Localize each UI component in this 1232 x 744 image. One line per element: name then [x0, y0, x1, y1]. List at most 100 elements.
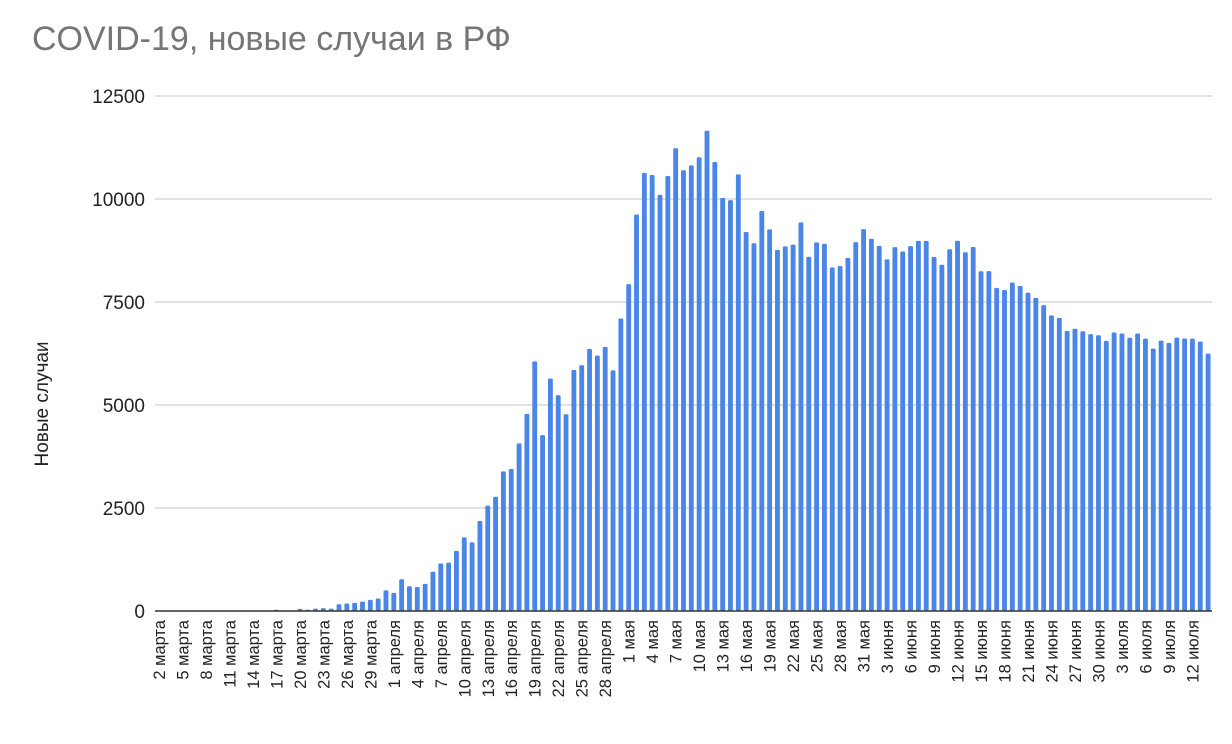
bar — [978, 271, 984, 611]
x-tick-label: 8 марта — [198, 619, 216, 679]
y-tick-label: 2500 — [103, 499, 145, 520]
bar — [1119, 333, 1125, 611]
bar — [477, 520, 483, 611]
x-tick-label: 3 июля — [1114, 620, 1132, 674]
bar — [782, 246, 788, 612]
bar — [383, 590, 389, 611]
bar — [931, 256, 937, 611]
bar — [399, 579, 405, 611]
x-tick-label: 9 июня — [926, 620, 944, 673]
bar — [712, 161, 718, 611]
bar — [1158, 340, 1164, 611]
bar — [1150, 348, 1156, 611]
bar — [524, 413, 530, 611]
x-tick-label: 20 марта — [292, 619, 310, 689]
bar — [853, 242, 859, 611]
x-tick-label: 16 апреля — [503, 620, 521, 697]
bar — [861, 229, 866, 611]
bar — [1017, 285, 1023, 611]
bar — [430, 571, 436, 611]
chart-title: COVID-19, новые случаи в РФ — [32, 20, 511, 58]
bar — [414, 587, 420, 611]
bar — [1197, 341, 1203, 611]
x-tick-label: 9 июля — [1161, 620, 1179, 674]
bar — [915, 240, 921, 611]
bar — [469, 542, 475, 611]
x-tick-label: 17 марта — [268, 619, 286, 689]
bar — [939, 264, 945, 611]
bar — [532, 361, 538, 611]
bar — [438, 563, 444, 611]
x-tick-label: 10 апреля — [456, 620, 474, 697]
bar — [500, 471, 506, 611]
x-tick-label: 14 марта — [245, 619, 263, 689]
bar — [547, 378, 553, 611]
y-axis-ticks: 0 2500 5000 7500 10000 12500 — [92, 87, 145, 623]
bar — [673, 148, 679, 611]
x-tick-label: 5 марта — [174, 619, 192, 679]
bar — [1056, 317, 1062, 611]
bar — [641, 172, 647, 612]
bar — [1182, 338, 1188, 611]
bar — [1033, 297, 1039, 611]
bar — [626, 284, 632, 611]
x-tick-label: 18 июня — [997, 620, 1015, 683]
x-tick-label: 28 мая — [832, 620, 850, 672]
x-tick-label: 3 июня — [879, 620, 897, 673]
x-tick-label: 22 мая — [785, 620, 803, 672]
bar — [1103, 340, 1109, 611]
bar — [407, 586, 412, 611]
bar — [798, 222, 804, 611]
bar — [1041, 305, 1047, 611]
bar — [352, 602, 358, 611]
bar — [908, 246, 913, 612]
bar — [735, 174, 741, 612]
bar — [1166, 342, 1172, 611]
bar — [336, 604, 342, 611]
bar — [822, 243, 827, 611]
bar — [446, 562, 452, 611]
bar — [665, 175, 671, 611]
bar — [1135, 333, 1141, 611]
x-tick-label: 28 апреля — [597, 620, 615, 697]
bar — [508, 468, 514, 611]
x-tick-label: 2 марта — [151, 619, 169, 679]
x-tick-label: 7 апреля — [433, 620, 451, 688]
x-tick-label: 21 июня — [1020, 620, 1038, 683]
x-tick-label: 19 апреля — [527, 620, 545, 697]
bar — [571, 370, 577, 611]
bar — [775, 249, 780, 612]
bar — [751, 243, 757, 611]
x-tick-label: 24 июня — [1043, 620, 1061, 683]
x-tick-label: 27 июня — [1067, 620, 1085, 683]
bar — [704, 130, 710, 611]
bar — [688, 165, 694, 611]
bar — [1190, 338, 1195, 611]
bar — [1096, 335, 1101, 611]
x-tick-label: 16 мая — [738, 620, 756, 672]
bar — [947, 249, 953, 611]
x-tick-label: 23 марта — [315, 619, 333, 689]
bar — [759, 210, 765, 612]
bar — [493, 496, 499, 611]
bar — [923, 240, 929, 612]
x-tick-label: 13 мая — [715, 620, 733, 672]
bar — [422, 583, 428, 611]
bar — [1049, 315, 1054, 611]
x-tick-label: 10 мая — [691, 620, 709, 672]
bar — [1002, 290, 1007, 611]
bar — [681, 170, 686, 611]
x-tick-label: 7 мая — [668, 620, 686, 663]
bar — [720, 197, 726, 611]
x-tick-label: 6 июля — [1137, 620, 1155, 674]
bar — [892, 247, 898, 611]
y-tick-label: 0 — [134, 602, 145, 623]
bar — [516, 443, 522, 611]
bar — [743, 231, 749, 611]
bar — [1080, 331, 1086, 611]
y-tick-label: 12500 — [92, 87, 145, 108]
x-tick-label: 1 апреля — [386, 620, 404, 688]
bar — [696, 157, 702, 611]
bar — [994, 287, 1000, 611]
x-tick-label: 13 апреля — [480, 620, 498, 697]
